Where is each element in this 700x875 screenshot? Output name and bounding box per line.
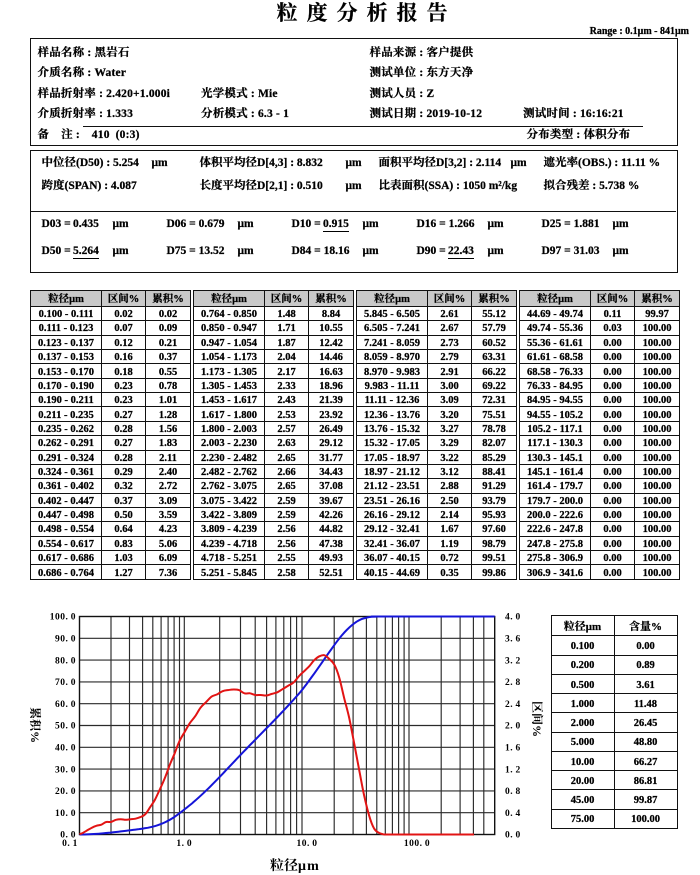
svg-text:60. 0: 60. 0 (55, 696, 76, 710)
svg-text:1. 0: 1. 0 (176, 835, 192, 849)
svg-text:粒径μ m: 粒径μ m (270, 855, 319, 875)
svg-text:90. 0: 90. 0 (55, 631, 76, 645)
svg-text:区间%: 区间% (529, 701, 546, 737)
svg-text:3. 6: 3. 6 (505, 631, 521, 645)
svg-text:1. 2: 1. 2 (505, 761, 521, 775)
svg-text:20. 0: 20. 0 (55, 783, 76, 797)
svg-text:10. 0: 10. 0 (296, 835, 317, 849)
svg-text:70. 0: 70. 0 (55, 674, 76, 688)
svg-text:10. 0: 10. 0 (55, 805, 76, 819)
svg-text:2. 8: 2. 8 (505, 674, 521, 688)
svg-text:0. 8: 0. 8 (505, 783, 521, 797)
svg-text:2. 0: 2. 0 (505, 718, 521, 732)
svg-text:0. 1: 0. 1 (62, 835, 78, 849)
svg-text:50. 0: 50. 0 (55, 718, 76, 732)
svg-text:80. 0: 80. 0 (55, 652, 76, 666)
svg-text:0. 0: 0. 0 (505, 827, 521, 841)
svg-text:3. 2: 3. 2 (505, 652, 521, 666)
svg-text:累积%: 累积% (27, 707, 44, 743)
svg-text:4. 0: 4. 0 (505, 609, 521, 623)
svg-text:0. 4: 0. 4 (505, 805, 521, 819)
svg-text:100. 0: 100. 0 (404, 835, 430, 849)
svg-text:100. 0: 100. 0 (50, 609, 76, 623)
svg-text:2. 4: 2. 4 (505, 696, 521, 710)
svg-text:40. 0: 40. 0 (55, 740, 76, 754)
svg-text:1. 6: 1. 6 (505, 740, 521, 754)
svg-text:0. 0: 0. 0 (60, 827, 76, 841)
svg-text:30. 0: 30. 0 (55, 761, 76, 775)
